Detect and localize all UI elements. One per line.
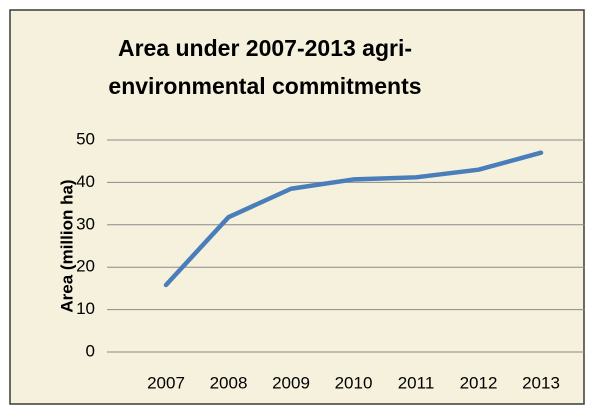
x-tick-label: 2008 [210, 373, 248, 392]
y-tick-label: 50 [76, 129, 95, 148]
y-tick-label: 20 [76, 257, 95, 276]
x-tick-label: 2009 [272, 373, 310, 392]
data-line [163, 150, 544, 288]
x-tick-label: 2011 [398, 373, 435, 392]
x-tick-label: 2013 [522, 373, 560, 392]
chart-title: Area under 2007-2013 agri- [118, 35, 412, 61]
x-tick-label: 2007 [147, 373, 185, 392]
y-axis-label: Area (million ha) [57, 179, 76, 312]
chart-background [9, 9, 585, 405]
y-tick-label: 30 [76, 214, 95, 233]
y-tick-label: 40 [76, 172, 95, 191]
chart-title: environmental commitments [108, 73, 421, 99]
x-tick-label: 2012 [460, 373, 498, 392]
x-tick-label: 2010 [335, 373, 373, 392]
y-tick-label: 0 [86, 341, 95, 360]
y-tick-label: 10 [76, 299, 95, 318]
